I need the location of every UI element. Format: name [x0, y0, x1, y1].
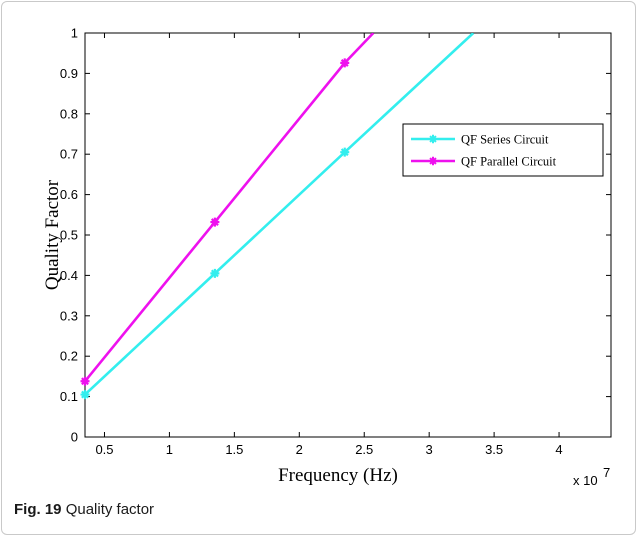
y-tick-label: 0.8	[60, 106, 78, 121]
legend-label-1: QF Series Circuit	[461, 133, 549, 147]
data-point-marker	[340, 58, 350, 68]
y-tick-label: 0.7	[60, 147, 78, 162]
y-tick-label: 0.6	[60, 187, 78, 202]
y-tick-label: 0.1	[60, 389, 78, 404]
legend-marker-2	[429, 156, 437, 166]
legend-label-2: QF Parallel Circuit	[461, 155, 557, 169]
x-tick-label: 4	[555, 442, 562, 457]
x-tick-label: 1	[166, 442, 173, 457]
x-tick-label: 2	[296, 442, 303, 457]
legend-marker-1	[429, 134, 437, 144]
x-tick-label: 1.5	[225, 442, 243, 457]
x-axis-multiplier-exponent: 7	[603, 465, 610, 480]
x-tick-label: 2.5	[355, 442, 373, 457]
y-tick-label: 0	[71, 430, 78, 445]
y-axis-title: Quality Factor	[42, 179, 63, 290]
plot-area	[84, 32, 612, 438]
figure-caption-text: Quality factor	[65, 501, 155, 518]
data-point-marker	[340, 147, 350, 157]
series-line-1	[85, 33, 475, 396]
x-axis-multiplier: x 10	[573, 473, 598, 488]
x-tick-label: 0.5	[95, 442, 113, 457]
data-point-marker	[80, 390, 90, 400]
data-point-marker	[210, 217, 220, 227]
figure-label: Fig. 19	[14, 501, 62, 518]
y-tick-label: 0.2	[60, 349, 78, 364]
y-tick-label: 0.4	[60, 268, 78, 283]
y-tick-label: 0.5	[60, 228, 78, 243]
series-line-2	[85, 33, 375, 383]
x-tick-label: 3	[426, 442, 433, 457]
x-axis-title: Frequency (Hz)	[278, 465, 398, 486]
y-tick-label: 0.3	[60, 308, 78, 323]
x-tick-label: 3.5	[485, 442, 503, 457]
figure-caption: Fig. 19 Quality factor	[14, 501, 154, 518]
legend-box	[402, 123, 604, 177]
data-point-marker	[210, 268, 220, 278]
data-point-marker	[80, 376, 90, 386]
y-tick-label: 0.9	[60, 66, 78, 81]
y-tick-label: 1	[71, 26, 78, 41]
